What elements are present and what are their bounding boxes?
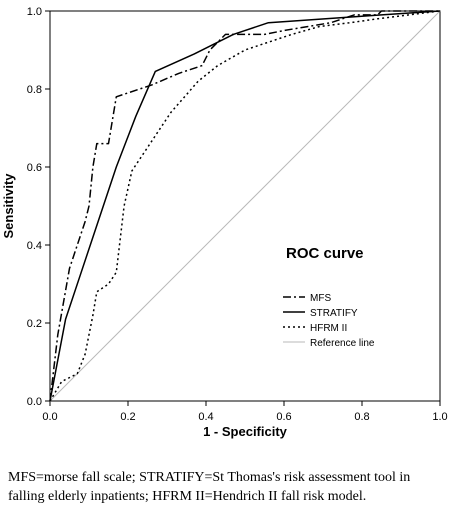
x-tick-label: 0.6 <box>276 411 291 423</box>
y-axis-title: Sensitivity <box>1 173 16 239</box>
legend-label-hfrm-ii: HFRM II <box>310 323 347 334</box>
series-line-mfs <box>49 10 440 402</box>
series-line-hfrm-ii <box>49 10 441 402</box>
x-tick-label: 0.4 <box>198 411 213 423</box>
axis-ticks: 0.0 0.2 0.4 0.6 0.8 1.0 0.0 0.2 0.4 0.6 0.8 1.0 <box>27 6 448 423</box>
legend: MFS STRATIFY HFRM II Reference line <box>283 293 375 349</box>
series-line-stratify <box>49 10 441 402</box>
chart-title: ROC curve <box>286 245 364 262</box>
x-tick-label: 0.8 <box>354 411 369 423</box>
legend-label-stratify: STRATIFY <box>310 308 358 319</box>
y-tick-label: 1.0 <box>27 6 42 18</box>
roc-chart: 0.0 0.2 0.4 0.6 0.8 1.0 0.0 0.2 0.4 0.6 0.8 1.0 ROC… <box>1 6 448 439</box>
x-tick-label: 0.2 <box>120 411 135 423</box>
y-tick-label: 0.0 <box>27 396 42 408</box>
legend-label-mfs: MFS <box>310 293 331 304</box>
series-line-reference-line <box>49 10 441 402</box>
y-tick-label: 0.2 <box>27 318 42 330</box>
y-tick-label: 0.6 <box>27 162 42 174</box>
figure-caption: MFS=morse fall scale; STRATIFY=St Thomas… <box>8 470 411 504</box>
y-tick-label: 0.4 <box>27 240 42 252</box>
legend-label-reference-line: Reference line <box>310 338 375 349</box>
series-layer <box>49 10 441 402</box>
x-tick-label: 0.0 <box>42 411 57 423</box>
x-axis-title: 1 - Specificity <box>203 424 288 439</box>
x-tick-label: 1.0 <box>432 411 447 423</box>
y-tick-label: 0.8 <box>27 84 42 96</box>
